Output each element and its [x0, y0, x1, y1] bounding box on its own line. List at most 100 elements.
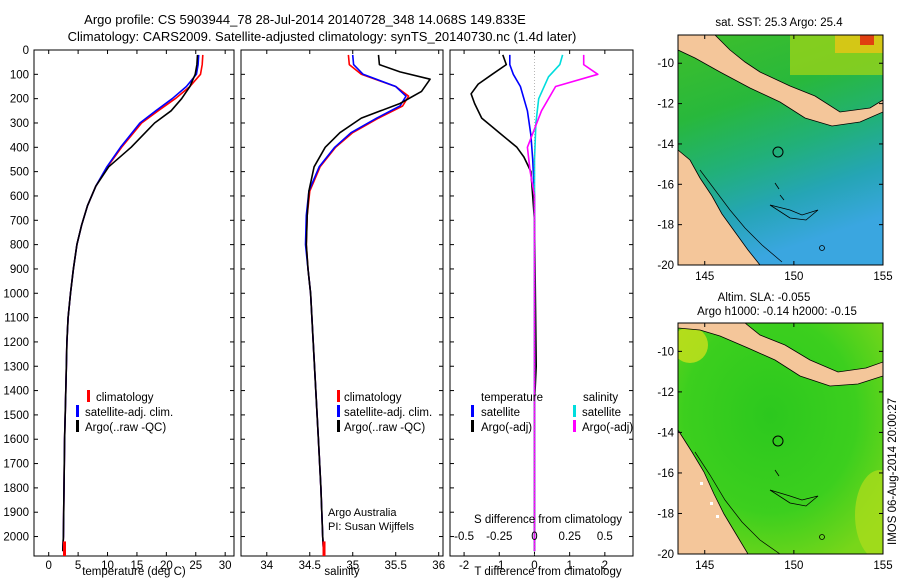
difference-panel-ticks [450, 49, 633, 556]
legend-swatch-argo [76, 420, 79, 432]
sla-map-image [678, 323, 883, 554]
map-y-tick-label: -14 [657, 427, 674, 439]
temperature-panel: 0 5 10 15 20 25 30 temperature (deg C) climato… [33, 49, 235, 578]
sst-argo-position-marker [772, 146, 784, 158]
x-tick-label: 0 [46, 560, 52, 572]
sla-reef-line [694, 451, 781, 554]
sst-land-png [678, 35, 883, 127]
salinity-legend: climatology satellite-adj. clim. Argo(..… [337, 390, 432, 434]
x-tick-label: 35.5 [385, 560, 407, 572]
legend-swatch-climatology [87, 390, 90, 402]
sst-map-title: sat. SST: 25.3 Argo: 25.4 [715, 17, 843, 29]
salinity-panel: 34 34.5 35 35.5 36 salinity climatology sate… [240, 49, 445, 578]
map-x-tick-label: 145 [695, 560, 714, 572]
depth-tick-label: 100 [10, 69, 29, 81]
legend-header-temperature: temperature [481, 392, 543, 404]
map-y-tick-label: -10 [657, 346, 674, 358]
series-line-salinity-satellite [533, 54, 564, 552]
depth-tick-label: 1500 [3, 410, 29, 422]
temperature-panel-frame [33, 49, 235, 557]
x-tick-label: 0 [531, 560, 537, 572]
t-difference-axis-label: T difference from climatology [474, 566, 621, 578]
legend-label-argo: Argo(..raw -QC) [344, 422, 425, 434]
sla-map-ticks: 145 150 155 -10 -12 -14 -16 -18 -20 [657, 323, 893, 572]
map-y-tick-label: -18 [657, 220, 674, 232]
argo-australia-note: Argo Australia [328, 507, 397, 519]
sla-missing-cell [710, 502, 713, 505]
legend-label-climatology: climatology [96, 392, 154, 404]
map-y-tick-label: -20 [657, 260, 674, 272]
legend-label-satellite: satellite-adj. clim. [85, 407, 173, 419]
legend-swatch-satellite [76, 405, 79, 417]
x-tick-label: 34 [260, 560, 273, 572]
map-y-tick-label: -16 [657, 179, 674, 191]
depth-tick-label: 800 [10, 240, 29, 252]
sla-missing-cell [700, 482, 703, 485]
depth-tick-label: 700 [10, 215, 29, 227]
figure-title-line2: Climatology: CARS2009. Satellite-adjuste… [68, 29, 577, 44]
sst-reef-line [699, 169, 783, 263]
sst-map-image [678, 35, 883, 265]
map-y-tick-label: -14 [657, 139, 674, 151]
map-y-tick-label: -16 [657, 468, 674, 480]
depth-tick-label: 1700 [3, 459, 29, 471]
difference-panel: -2 -1 0 1 2 -0.5 -0.25 0 0.25 0.5 S difference f… [449, 49, 634, 578]
depth-tick-label: 2000 [3, 532, 29, 544]
climatology-marker [322, 541, 326, 556]
map-y-tick-label: -12 [657, 387, 674, 399]
series-line-salinity-argo-adj- [526, 54, 599, 552]
series-line-argo-raw-qc- [62, 54, 199, 552]
legend-swatch-climatology [337, 390, 340, 402]
temperature-series-lines [62, 54, 204, 556]
legend-label-t-argo: Argo(-adj) [481, 422, 532, 434]
legend-swatch-s-argo [573, 420, 576, 432]
map-x-tick-label: 145 [695, 271, 714, 283]
sla-land-australia [678, 429, 749, 554]
sst-map-panel: sat. SST: 25.3 Argo: 25.4 145 150 155 -10 -1… [657, 17, 892, 283]
salinity-panel-frame [240, 49, 444, 557]
figure-title-line1: Argo profile: CS 5903944_78 28-Jul-2014 … [84, 12, 526, 27]
x-tick-label: 25 [189, 560, 202, 572]
pi-name-note: PI: Susan Wijffels [328, 521, 414, 533]
climatology-marker [63, 541, 66, 556]
sst-red-patch [860, 35, 874, 45]
map-y-tick-label: -20 [657, 549, 674, 561]
s-difference-tick-labels: -0.5 -0.25 0 0.25 0.5 [454, 531, 613, 543]
depth-tick-label: 1600 [3, 434, 29, 446]
sst-hot-patch [835, 35, 883, 53]
sla-land-png [678, 323, 883, 387]
legend-header-salinity: salinity [583, 392, 618, 404]
legend-swatch-satellite [337, 405, 340, 417]
x-tick-label: 0.5 [597, 531, 613, 543]
x-tick-label: 35 [346, 560, 359, 572]
x-tick-label: -0.25 [486, 531, 512, 543]
sla-yellow-patch-south [855, 470, 883, 554]
x-tick-label: -1 [494, 560, 504, 572]
imos-timestamp-watermark: IMOS 06-Aug-2014 20:00:27 [887, 398, 899, 545]
map-y-tick-label: -10 [657, 58, 674, 70]
temperature-x-tick-labels: 0 5 10 15 20 25 30 [46, 560, 232, 572]
depth-tick-label: 1300 [3, 361, 29, 373]
sla-map-frame [677, 322, 884, 555]
depth-tick-label: 1000 [3, 288, 29, 300]
t-difference-tick-labels: -2 -1 0 1 2 [459, 560, 608, 572]
sst-reef-dot [819, 245, 825, 251]
sla-map-panel: Altim. SLA: -0.055 Argo h1000: -0.14 h20… [657, 292, 893, 572]
legend-label-satellite: satellite-adj. clim. [344, 407, 432, 419]
sla-reef-islands [769, 469, 819, 507]
series-line-argo-raw-qc- [305, 54, 431, 552]
sla-map-title-line2: Argo h1000: -0.14 h2000: -0.15 [697, 306, 857, 318]
sst-map-frame [677, 34, 884, 266]
series-line-temperature-argo-adj- [470, 54, 538, 552]
x-tick-label: 2 [602, 560, 608, 572]
temperature-x-axis-label: temperature (deg C) [82, 566, 186, 578]
legend-swatch-argo [337, 420, 340, 432]
legend-label-climatology: climatology [344, 392, 402, 404]
legend-label-t-satellite: satellite [481, 407, 520, 419]
s-difference-axis-label: S difference from climatology [474, 514, 622, 526]
difference-legend: temperature salinity satellite Argo(-adj… [471, 392, 633, 434]
map-y-tick-label: -18 [657, 508, 674, 520]
legend-swatch-t-satellite [471, 405, 474, 417]
depth-tick-label: 0 [23, 45, 29, 57]
